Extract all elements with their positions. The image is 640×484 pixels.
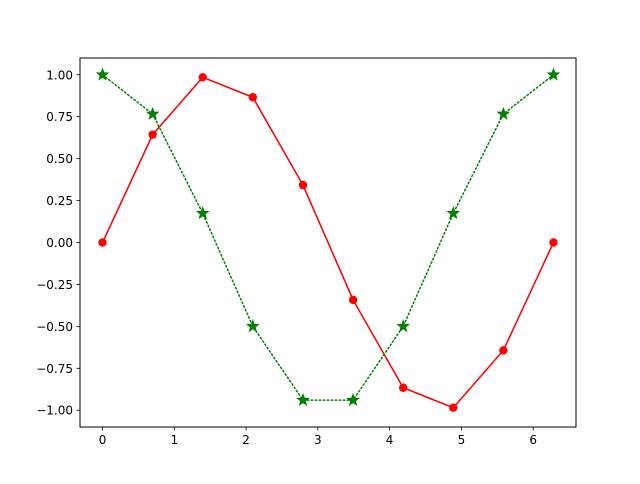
series-layer [95, 67, 561, 412]
data-point-circle [449, 403, 458, 412]
series-2-line [101, 74, 555, 401]
series-1 [98, 73, 558, 412]
data-point-circle [248, 93, 258, 102]
x-tick-label: 0 [99, 433, 107, 447]
x-axis: 0 1 2 3 4 5 6 [99, 427, 537, 447]
data-point-star [496, 106, 511, 120]
data-point-circle [198, 73, 207, 82]
data-point-circle [348, 295, 358, 305]
data-point-circle [398, 383, 408, 392]
data-point-star [245, 319, 260, 333]
data-point-star [546, 67, 561, 81]
y-tick-label: 1.00 [46, 68, 73, 82]
y-tick-label: 0.00 [46, 236, 73, 250]
data-point-star [195, 206, 210, 220]
y-tick-label: 0.75 [46, 110, 73, 124]
y-tick-label: −0.50 [36, 320, 73, 334]
series-1-line [101, 76, 555, 409]
series-2 [95, 67, 561, 406]
x-tick-label: 4 [386, 433, 394, 447]
y-tick-label: −1.00 [36, 404, 73, 418]
data-point-star [296, 392, 310, 406]
data-point-star [446, 206, 461, 220]
x-tick-label: 6 [529, 433, 537, 447]
data-point-circle [549, 238, 558, 247]
data-point-star [95, 67, 110, 81]
data-point-star [396, 319, 411, 333]
data-point-circle [499, 346, 508, 355]
y-tick-label: 0.25 [46, 194, 73, 208]
y-tick-label: −0.75 [36, 362, 73, 376]
y-tick-label: 0.50 [46, 152, 73, 166]
data-point-circle [298, 180, 308, 190]
x-tick-label: 1 [170, 433, 178, 447]
x-tick-label: 3 [314, 433, 322, 447]
y-axis: −1.00 −0.75 −0.50 −0.25 0.00 0.25 0.50 0.75 1.00 [36, 68, 80, 418]
plot-frame [79, 57, 577, 428]
data-point-circle [148, 130, 157, 139]
data-point-star [145, 106, 160, 120]
data-point-circle [98, 238, 107, 247]
data-point-star [346, 392, 360, 406]
y-tick-label: −0.25 [36, 278, 73, 292]
x-tick-label: 5 [458, 433, 466, 447]
x-tick-label: 2 [242, 433, 250, 447]
